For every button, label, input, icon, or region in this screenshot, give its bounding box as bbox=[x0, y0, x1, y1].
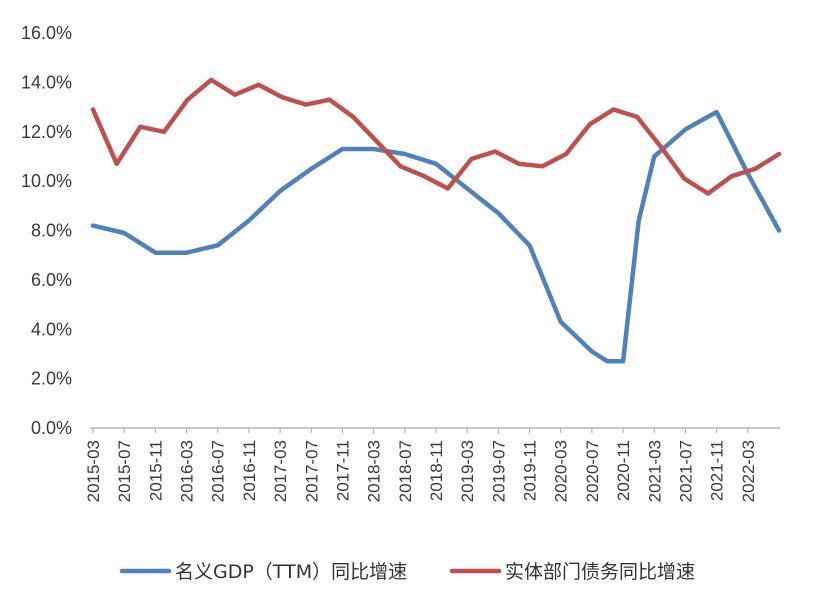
y-tick-label: 10.0% bbox=[21, 171, 72, 191]
x-tick-label: 2017-03 bbox=[271, 440, 290, 502]
x-tick-label: 2020-03 bbox=[552, 440, 571, 502]
x-tick-label: 2015-03 bbox=[84, 440, 103, 502]
x-tick-label: 2016-07 bbox=[209, 440, 228, 502]
x-tick-label: 2018-11 bbox=[427, 440, 446, 501]
y-tick-label: 2.0% bbox=[31, 369, 72, 389]
x-tick-label: 2019-11 bbox=[521, 440, 540, 501]
y-tick-label: 0.0% bbox=[31, 418, 72, 438]
x-tick-label: 2015-11 bbox=[146, 440, 165, 501]
x-tick-label: 2018-03 bbox=[365, 440, 384, 502]
x-tick-label: 2019-03 bbox=[458, 440, 477, 502]
y-tick-label: 6.0% bbox=[31, 270, 72, 290]
series-line-real-sector-debt bbox=[90, 77, 782, 196]
x-tick-label: 2021-07 bbox=[676, 440, 695, 502]
y-tick-label: 14.0% bbox=[21, 72, 72, 92]
x-tick-label: 2016-03 bbox=[178, 440, 197, 502]
x-tick-label: 2015-07 bbox=[115, 440, 134, 502]
x-tick-label: 2020-11 bbox=[614, 440, 633, 501]
x-tick-label: 2017-07 bbox=[302, 440, 321, 502]
legend-nominal-gdp-label: 名义GDP（TTM）同比增速 bbox=[175, 561, 407, 583]
x-tick-label: 2021-11 bbox=[708, 440, 727, 501]
x-tick-label: 2021-03 bbox=[645, 440, 664, 502]
x-tick-label: 2019-07 bbox=[489, 440, 508, 502]
x-axis: 2015-03 2015-07 2015-11 2016-03 2016-07 2016-… bbox=[84, 427, 780, 502]
series-layer bbox=[90, 77, 782, 364]
y-tick-label: 8.0% bbox=[31, 221, 72, 241]
y-tick-label: 4.0% bbox=[31, 319, 72, 339]
x-tick-label: 2017-11 bbox=[333, 440, 352, 501]
x-tick-label: 2018-07 bbox=[396, 440, 415, 502]
x-tick-label: 2016-11 bbox=[240, 440, 259, 501]
series-line-nominal-gdp bbox=[90, 109, 782, 364]
x-tick-label: 2022-03 bbox=[739, 440, 758, 502]
y-axis: 0.0% 2.0% 4.0% 6.0% 8.0% 10.0% 12.0% 14.0% 16.0% bbox=[21, 23, 72, 438]
legend: 名义GDP（TTM）同比增速 实体部门债务同比增速 bbox=[119, 561, 695, 583]
y-tick-label: 12.0% bbox=[21, 122, 72, 142]
x-tick-label: 2020-07 bbox=[583, 440, 602, 502]
legend-real-sector-debt-label: 实体部门债务同比增速 bbox=[505, 561, 695, 583]
y-tick-label: 16.0% bbox=[21, 23, 72, 43]
